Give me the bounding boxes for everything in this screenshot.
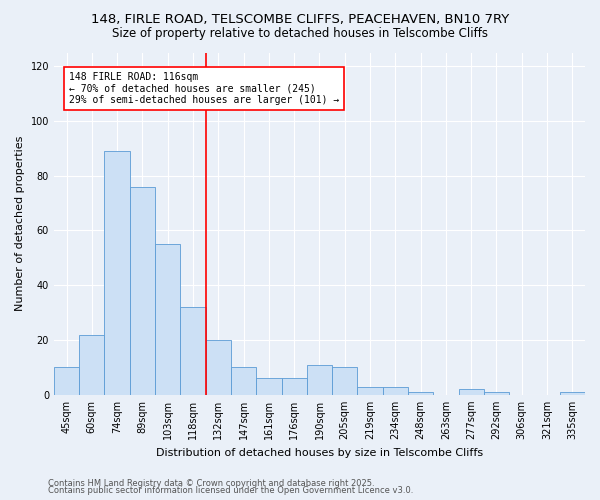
- Bar: [54, 368, 79, 395]
- Bar: [79, 334, 104, 395]
- Text: 148, FIRLE ROAD, TELSCOMBE CLIFFS, PEACEHAVEN, BN10 7RY: 148, FIRLE ROAD, TELSCOMBE CLIFFS, PEACE…: [91, 12, 509, 26]
- Y-axis label: Number of detached properties: Number of detached properties: [15, 136, 25, 312]
- Bar: [130, 186, 155, 395]
- Bar: [560, 392, 585, 395]
- Bar: [104, 151, 130, 395]
- Bar: [181, 307, 206, 395]
- Bar: [383, 386, 408, 395]
- Bar: [408, 392, 433, 395]
- Bar: [358, 386, 383, 395]
- Bar: [307, 364, 332, 395]
- Bar: [206, 340, 231, 395]
- Bar: [256, 378, 281, 395]
- Bar: [458, 390, 484, 395]
- Text: Contains HM Land Registry data © Crown copyright and database right 2025.: Contains HM Land Registry data © Crown c…: [48, 478, 374, 488]
- Text: Size of property relative to detached houses in Telscombe Cliffs: Size of property relative to detached ho…: [112, 28, 488, 40]
- Bar: [332, 368, 358, 395]
- Text: Contains public sector information licensed under the Open Government Licence v3: Contains public sector information licen…: [48, 486, 413, 495]
- Text: 148 FIRLE ROAD: 116sqm
← 70% of detached houses are smaller (245)
29% of semi-de: 148 FIRLE ROAD: 116sqm ← 70% of detached…: [68, 72, 339, 105]
- Bar: [281, 378, 307, 395]
- Bar: [231, 368, 256, 395]
- X-axis label: Distribution of detached houses by size in Telscombe Cliffs: Distribution of detached houses by size …: [156, 448, 483, 458]
- Bar: [155, 244, 181, 395]
- Bar: [484, 392, 509, 395]
